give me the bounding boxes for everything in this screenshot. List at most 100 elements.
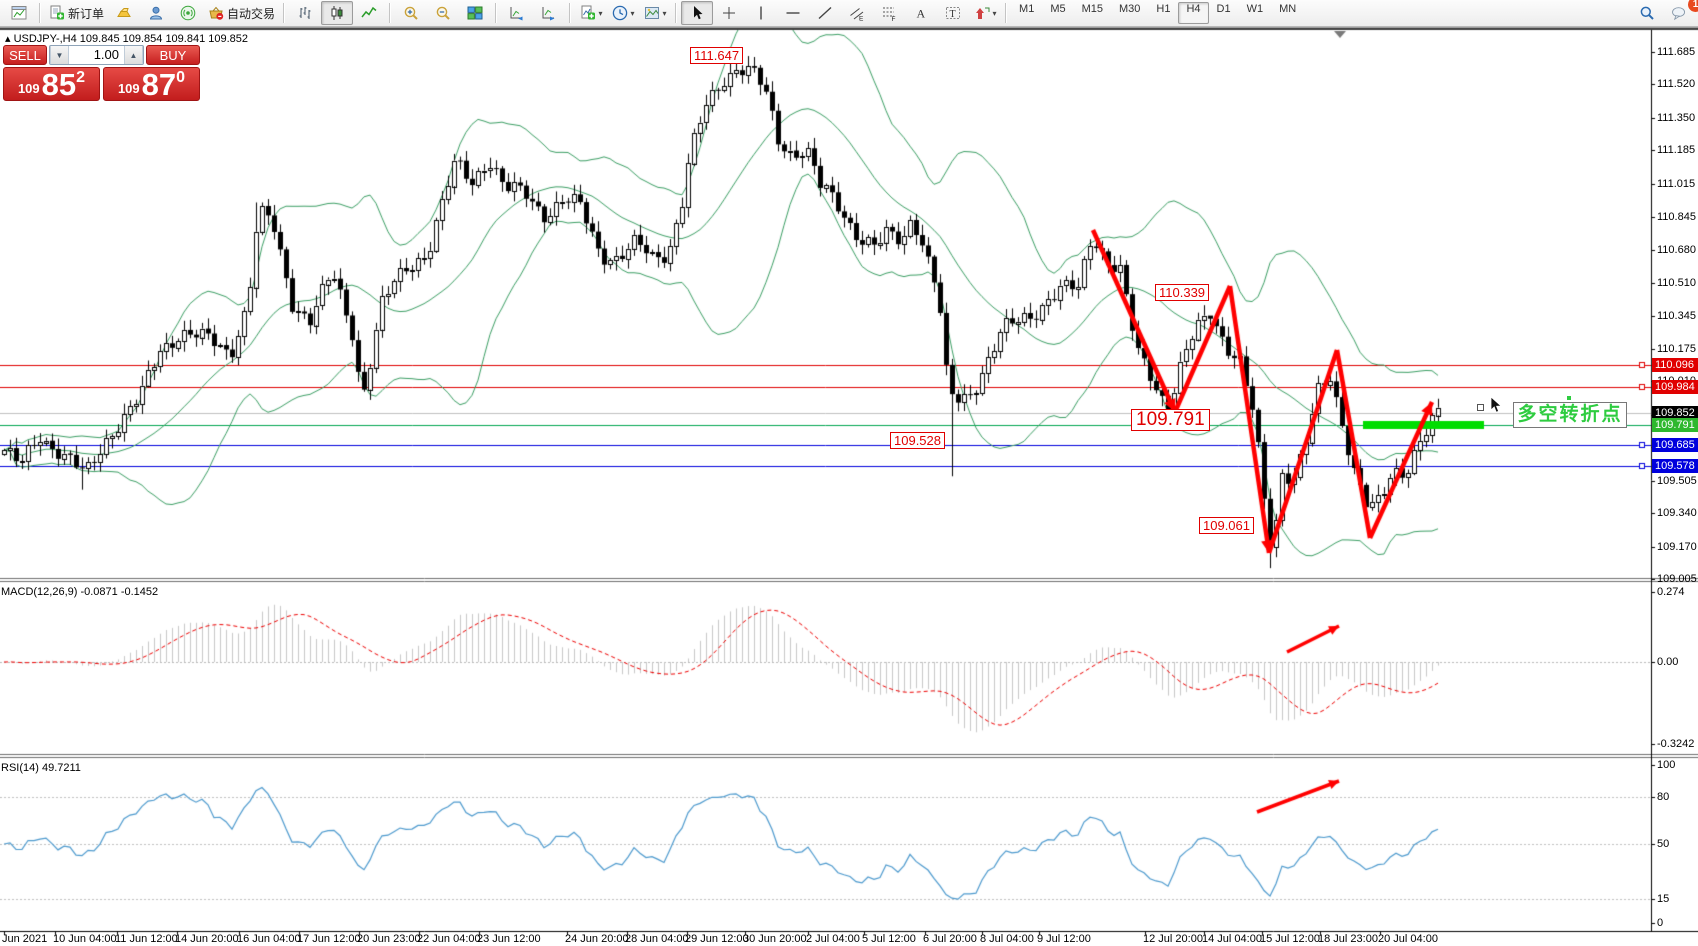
arrows-menu-button[interactable]: ▾ (969, 1, 1001, 25)
symbol-title: ▴ USDJPY-,H4 109.845 109.854 109.841 109… (5, 32, 248, 45)
vline-icon (753, 5, 769, 21)
bar-chart-button[interactable] (289, 1, 321, 25)
price-axis-tick: 110.510 (1657, 277, 1696, 290)
arrange-a-icon (509, 5, 525, 21)
navigator-window-button[interactable] (533, 1, 565, 25)
volume-value[interactable]: 1.00 (93, 47, 119, 62)
sell-button[interactable]: SELL (3, 45, 47, 65)
object-anchor-handle[interactable] (1477, 404, 1484, 411)
bars-icon (297, 5, 313, 21)
autotrading-button[interactable]: 自动交易 (204, 1, 279, 25)
text-tool-button[interactable]: A (905, 1, 937, 25)
textlabel-icon: T (945, 5, 961, 21)
timeframe-mn-button[interactable]: MN (1279, 3, 1297, 15)
toolbar-separator (389, 3, 392, 23)
signal-icon (180, 5, 196, 21)
market-watch-button[interactable] (108, 1, 140, 25)
line-chart-button[interactable] (353, 1, 385, 25)
horizontal-line-tool-button[interactable] (777, 1, 809, 25)
price-axis-tick: 109.170 (1657, 540, 1697, 553)
time-axis-label: 14 Jul 04:00 (1202, 933, 1262, 945)
terminal-button[interactable] (140, 1, 172, 25)
timeframe-w1-button[interactable]: W1 (1246, 3, 1264, 15)
volume-stepper: ▼ 1.00 ▲ (49, 45, 144, 65)
charts-button[interactable] (3, 1, 35, 25)
shapes-icon (974, 5, 990, 21)
toolbar-separator (283, 3, 286, 23)
new-order-button[interactable]: 新订单 (45, 1, 108, 25)
symbol-ohlc-text: USDJPY-,H4 109.845 109.854 109.841 109.8… (13, 33, 249, 45)
timeframe-h4-button[interactable]: H4 (1178, 2, 1209, 24)
timeframe-m5-button[interactable]: M5 (1050, 3, 1066, 15)
svg-text:E: E (859, 16, 864, 22)
dropdown-caret-icon[interactable]: ▾ (992, 8, 997, 18)
time-axis-label: 16 Jun 04:00 (237, 933, 301, 945)
channel-tool-button[interactable]: E (841, 1, 873, 25)
volume-decrease-icon[interactable]: ▼ (50, 46, 69, 64)
timeframe-m1-button[interactable]: M1 (1019, 3, 1035, 15)
new-order-icon (49, 5, 65, 21)
time-axis-label: 28 Jun 04:00 (625, 933, 689, 945)
dropdown-caret-icon[interactable]: ▾ (598, 8, 603, 18)
indicators-menu-button[interactable]: ▾ (575, 1, 607, 25)
time-axis-label: 12 Jul 20:00 (1143, 933, 1203, 945)
toolbar-separator (495, 3, 498, 23)
text-label-tool-button[interactable]: T (937, 1, 969, 25)
dropdown-caret-icon[interactable]: ▾ (662, 8, 667, 18)
timeframe-m15-button[interactable]: M15 (1081, 3, 1103, 15)
buy-price-button[interactable]: 109 87 0 (103, 67, 200, 101)
chat-button[interactable]: 1 (1663, 0, 1698, 25)
zoom-in-button[interactable] (395, 1, 427, 25)
time-axis-label: 29 Jun 12:00 (685, 933, 749, 945)
crosshair-tool-button[interactable] (713, 1, 745, 25)
fibonacci-tool-button[interactable]: F (873, 1, 905, 25)
cursor-tool-button[interactable] (681, 1, 714, 25)
swing-price-label[interactable]: 110.339 (1155, 284, 1210, 301)
note-text-object[interactable]: 多空转折点 (1513, 402, 1627, 428)
price-axis-tick: 111.350 (1657, 111, 1696, 124)
dropdown-caret-icon[interactable]: ▾ (630, 8, 635, 18)
zoom-out-icon (435, 5, 451, 21)
note-handle[interactable] (1567, 396, 1571, 400)
swing-price-label[interactable]: 109.061 (1199, 517, 1254, 534)
time-axis-label: 14 Jun 20:00 (175, 933, 239, 945)
volume-increase-icon[interactable]: ▲ (124, 46, 143, 64)
price-level-badge: 109.852 (1652, 405, 1698, 420)
crosshair-icon (721, 5, 737, 21)
swing-price-label[interactable]: 109.528 (890, 432, 945, 449)
search-button[interactable] (1631, 1, 1663, 25)
mouse-cursor-icon (1490, 396, 1502, 413)
timeframe-m30-button[interactable]: M30 (1119, 3, 1141, 15)
indicator-window-button[interactable] (501, 1, 533, 25)
timeframe-h1-button[interactable]: H1 (1156, 3, 1171, 15)
buy-button[interactable]: BUY (146, 45, 200, 65)
trendline-tool-button[interactable] (809, 1, 841, 25)
rsi-axis-tick: 15 (1657, 893, 1670, 906)
time-axis-label: 22 Jun 04:00 (417, 933, 481, 945)
rsi-axis-tick: 50 (1657, 838, 1670, 850)
zoom-out-button[interactable] (427, 1, 459, 25)
terminal-icon (148, 5, 164, 21)
candlestick-chart-button[interactable] (321, 1, 354, 25)
time-axis-label: 24 Jun 20:00 (565, 933, 629, 945)
signals-button[interactable] (172, 1, 204, 25)
periods-menu-button[interactable]: ▾ (607, 1, 639, 25)
swing-price-label[interactable]: 111.647 (690, 47, 744, 64)
time-axis-label: 11 Jun 12:00 (115, 933, 178, 945)
templates-menu-button[interactable]: ▾ (639, 1, 671, 25)
sell-price-button[interactable]: 109 85 2 (3, 67, 100, 101)
new-order-button-label: 新订单 (68, 6, 105, 21)
vertical-line-tool-button[interactable] (745, 1, 777, 25)
collapse-icon[interactable]: ▴ (5, 33, 14, 45)
swing-price-label[interactable]: 109.791 (1131, 409, 1210, 431)
timeframe-d1-button[interactable]: D1 (1216, 3, 1231, 15)
trendline-icon (817, 5, 833, 21)
tile-windows-button[interactable] (459, 1, 491, 25)
template-icon (644, 5, 660, 21)
chart-window-icon (11, 5, 27, 21)
rsi-axis-tick: 0 (1657, 917, 1664, 929)
price-level-badge: 110.096 (1652, 357, 1698, 372)
zoom-in-icon (403, 5, 419, 21)
